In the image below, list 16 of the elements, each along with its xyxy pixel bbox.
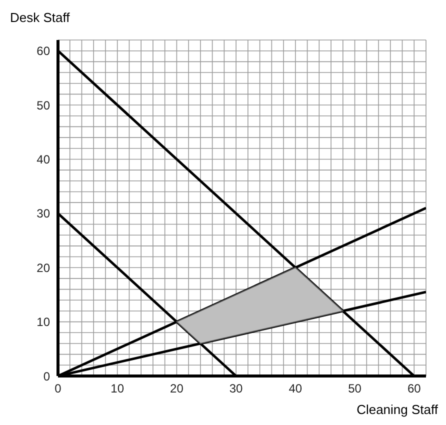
y-tick-label: 40 [36, 152, 50, 166]
y-tick-label: 0 [43, 369, 50, 384]
y-tick-label: 20 [36, 260, 50, 275]
y-tick-label: 50 [36, 98, 50, 112]
x-tick-label: 50 [348, 382, 362, 396]
x-tick-label: 10 [110, 382, 124, 396]
x-tick-label: 0 [54, 382, 62, 396]
x-tick-label: 60 [407, 382, 422, 396]
y-axis-title: Desk Staff [10, 10, 70, 25]
x-tick-label: 40 [288, 382, 302, 396]
y-tick-label: 30 [36, 206, 50, 221]
x-tick-label: 20 [170, 382, 184, 396]
y-tick-label: 10 [36, 315, 50, 330]
y-tick-label: 60 [36, 44, 50, 58]
x-axis-title: Cleaning Staff [356, 402, 438, 417]
x-tick-label: 30 [229, 382, 244, 396]
